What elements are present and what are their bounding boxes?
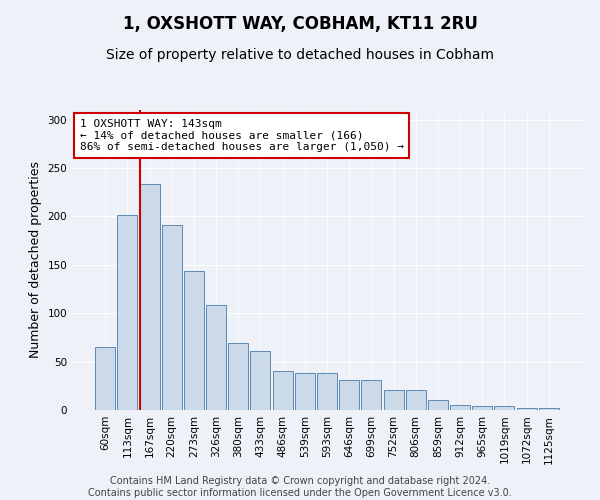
Bar	[162, 225, 182, 410]
Bar	[228, 343, 248, 410]
Text: Size of property relative to detached houses in Cobham: Size of property relative to detached ho…	[106, 48, 494, 62]
Bar	[140, 184, 160, 410]
Bar	[361, 380, 382, 410]
Bar	[539, 408, 559, 410]
Bar	[472, 406, 492, 410]
Bar	[494, 406, 514, 410]
Bar	[95, 347, 115, 410]
Bar	[272, 372, 293, 410]
Text: 1, OXSHOTT WAY, COBHAM, KT11 2RU: 1, OXSHOTT WAY, COBHAM, KT11 2RU	[122, 15, 478, 33]
Bar	[428, 400, 448, 410]
Bar	[118, 214, 137, 410]
Text: Contains HM Land Registry data © Crown copyright and database right 2024.
Contai: Contains HM Land Registry data © Crown c…	[88, 476, 512, 498]
Bar	[517, 408, 536, 410]
Bar	[184, 270, 204, 410]
Bar	[450, 405, 470, 410]
Bar	[295, 373, 315, 410]
Bar	[317, 373, 337, 410]
Bar	[250, 351, 271, 410]
Bar	[206, 306, 226, 410]
Text: 1 OXSHOTT WAY: 143sqm
← 14% of detached houses are smaller (166)
86% of semi-det: 1 OXSHOTT WAY: 143sqm ← 14% of detached …	[80, 119, 404, 152]
Bar	[339, 380, 359, 410]
Bar	[406, 390, 426, 410]
Bar	[383, 390, 404, 410]
Y-axis label: Number of detached properties: Number of detached properties	[29, 162, 42, 358]
